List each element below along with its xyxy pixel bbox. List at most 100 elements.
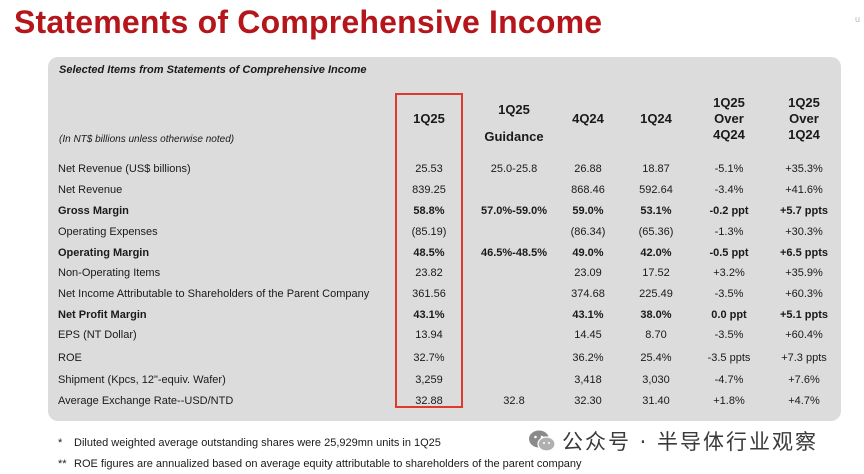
- cell-guidance: 32.8: [503, 395, 525, 407]
- cell-q424: 32.30: [574, 395, 602, 407]
- cell-qoq: -1.3%: [714, 226, 744, 238]
- cell-guidance: 57.0%-59.0%: [480, 205, 548, 217]
- cell-yoy: +35.3%: [785, 163, 823, 175]
- cell-yoy: +35.9%: [785, 267, 823, 279]
- cell-q424: 43.1%: [572, 309, 604, 321]
- cell-q124: 3,030: [642, 374, 670, 386]
- cell-qoq: +3.2%: [713, 267, 745, 279]
- table-row: Operating Expenses (85.19) (86.34) (65.36) -…: [0, 222, 864, 242]
- cell-qoq: -3.5 ppts: [707, 352, 751, 364]
- cell-yoy: +60.4%: [785, 329, 823, 341]
- cell-yoy: +30.3%: [785, 226, 823, 238]
- header-1q25: 1Q25: [413, 111, 445, 126]
- cell-qoq: 0.0 ppt: [711, 309, 747, 321]
- cell-yoy: +60.3%: [785, 288, 823, 300]
- cell-q124: 38.0%: [640, 309, 672, 321]
- cell-q424: 36.2%: [572, 352, 604, 364]
- cell-q125: (85.19): [411, 226, 447, 238]
- table-row: Gross Margin 58.8% 57.0%-59.0% 59.0% 53.1% -0…: [0, 201, 864, 221]
- header-over-1q24: 1Q25 Over 1Q24: [788, 95, 820, 142]
- header-1q24: 1Q24: [640, 111, 672, 126]
- table-row: Net Income Attributable to Shareholders …: [0, 284, 864, 304]
- row-label: ROE: [58, 352, 82, 364]
- row-label: Gross Margin: [58, 205, 129, 217]
- cell-q424: 26.88: [574, 163, 602, 175]
- corner-mark: u: [854, 14, 860, 24]
- cell-q124: 25.4%: [640, 352, 672, 364]
- cell-guidance: 46.5%-48.5%: [480, 247, 548, 259]
- cell-q424: 49.0%: [572, 247, 604, 259]
- cell-q424: 14.45: [574, 329, 602, 341]
- cell-q424: 3,418: [574, 374, 602, 386]
- cell-qoq: -5.1%: [714, 163, 744, 175]
- cell-q124: (65.36): [638, 226, 674, 238]
- cell-qoq: -0.2 ppt: [709, 205, 749, 217]
- row-label: Net Revenue: [58, 184, 123, 196]
- cell-yoy: +5.7 ppts: [780, 205, 828, 217]
- cell-q125: 3,259: [415, 374, 443, 386]
- cell-qoq: -3.4%: [714, 184, 744, 196]
- cell-qoq: -4.7%: [714, 374, 744, 386]
- table-row: EPS (NT Dollar) 13.94 14.45 8.70 -3.5% +60.4%: [0, 325, 864, 345]
- cell-q124: 42.0%: [640, 247, 672, 259]
- cell-q125: 839.25: [412, 184, 446, 196]
- cell-yoy: +7.6%: [788, 374, 820, 386]
- cell-q125: 32.88: [415, 395, 443, 407]
- cell-guidance: 25.0-25.8: [490, 163, 538, 175]
- cell-qoq: -3.5%: [714, 329, 744, 341]
- cell-qoq: -0.5 ppt: [709, 247, 749, 259]
- cell-q124: 17.52: [642, 267, 670, 279]
- cell-q124: 31.40: [642, 395, 670, 407]
- header-over-4q24: 1Q25 Over 4Q24: [713, 95, 745, 142]
- cell-q125: 13.94: [415, 329, 443, 341]
- row-label: Operating Margin: [58, 247, 150, 259]
- row-label: EPS (NT Dollar): [58, 329, 137, 341]
- wechat-icon: [529, 430, 556, 452]
- cell-q125: 58.8%: [413, 205, 445, 217]
- table-row: Non-Operating Items 23.82 23.09 17.52 +3.2% +…: [0, 263, 864, 283]
- page-title: Statements of Comprehensive Income: [14, 4, 603, 40]
- cell-yoy: +5.1 ppts: [780, 309, 828, 321]
- table-row: Net Profit Margin 43.1% 43.1% 38.0% 0.0 ppt +…: [0, 305, 864, 325]
- units-note: (In NT$ billions unless otherwise noted): [59, 134, 235, 145]
- cell-yoy: +4.7%: [788, 395, 820, 407]
- cell-q125: 25.53: [415, 163, 443, 175]
- cell-q124: 53.1%: [640, 205, 672, 217]
- cell-q424: 23.09: [574, 267, 602, 279]
- table-row: Operating Margin 48.5% 46.5%-48.5% 49.0% 42.…: [0, 243, 864, 263]
- cell-q124: 8.70: [645, 329, 667, 341]
- row-label: Operating Expenses: [58, 226, 158, 238]
- cell-q424: 59.0%: [572, 205, 604, 217]
- cell-yoy: +6.5 ppts: [780, 247, 828, 259]
- footnote-2: ** ROE figures are annualized based on av…: [58, 458, 582, 470]
- table-row: ROE 32.7% 36.2% 25.4% -3.5 ppts +7.3 ppts: [0, 348, 864, 368]
- cell-yoy: +41.6%: [785, 184, 823, 196]
- cell-q125: 32.7%: [413, 352, 445, 364]
- cell-q124: 592.64: [639, 184, 673, 196]
- table-row: Shipment (Kpcs, 12"-equiv. Wafer) 3,259 3,…: [0, 370, 864, 390]
- row-label: Net Income Attributable to Shareholders …: [58, 288, 370, 300]
- cell-q125: 48.5%: [413, 247, 445, 259]
- cell-q424: 374.68: [571, 288, 605, 300]
- footnote-1: * Diluted weighted average outstanding sh…: [58, 437, 441, 449]
- cell-q124: 18.87: [642, 163, 670, 175]
- header-guidance: 1Q25 Guidance: [484, 102, 544, 144]
- row-label: Shipment (Kpcs, 12"-equiv. Wafer): [58, 374, 226, 386]
- table-panel: [48, 57, 841, 421]
- row-label: Net Profit Margin: [58, 309, 147, 321]
- cell-q125: 361.56: [412, 288, 446, 300]
- row-label: Average Exchange Rate--USD/NTD: [58, 395, 234, 407]
- cell-qoq: -3.5%: [714, 288, 744, 300]
- cell-yoy: +7.3 ppts: [781, 352, 827, 364]
- cell-qoq: +1.8%: [713, 395, 745, 407]
- header-4q24: 4Q24: [572, 111, 604, 126]
- row-label: Net Revenue (US$ billions): [58, 163, 191, 175]
- table-subtitle: Selected Items from Statements of Compre…: [59, 64, 367, 76]
- cell-q424: 868.46: [571, 184, 605, 196]
- cell-q124: 225.49: [639, 288, 673, 300]
- cell-q125: 43.1%: [413, 309, 445, 321]
- highlight-box-1q25: [395, 93, 463, 408]
- cell-q125: 23.82: [415, 267, 443, 279]
- table-row: Net Revenue 839.25 868.46 592.64 -3.4% +41.6%: [0, 180, 864, 200]
- table-row: Net Revenue (US$ billions) 25.53 25.0-25.8…: [0, 159, 864, 179]
